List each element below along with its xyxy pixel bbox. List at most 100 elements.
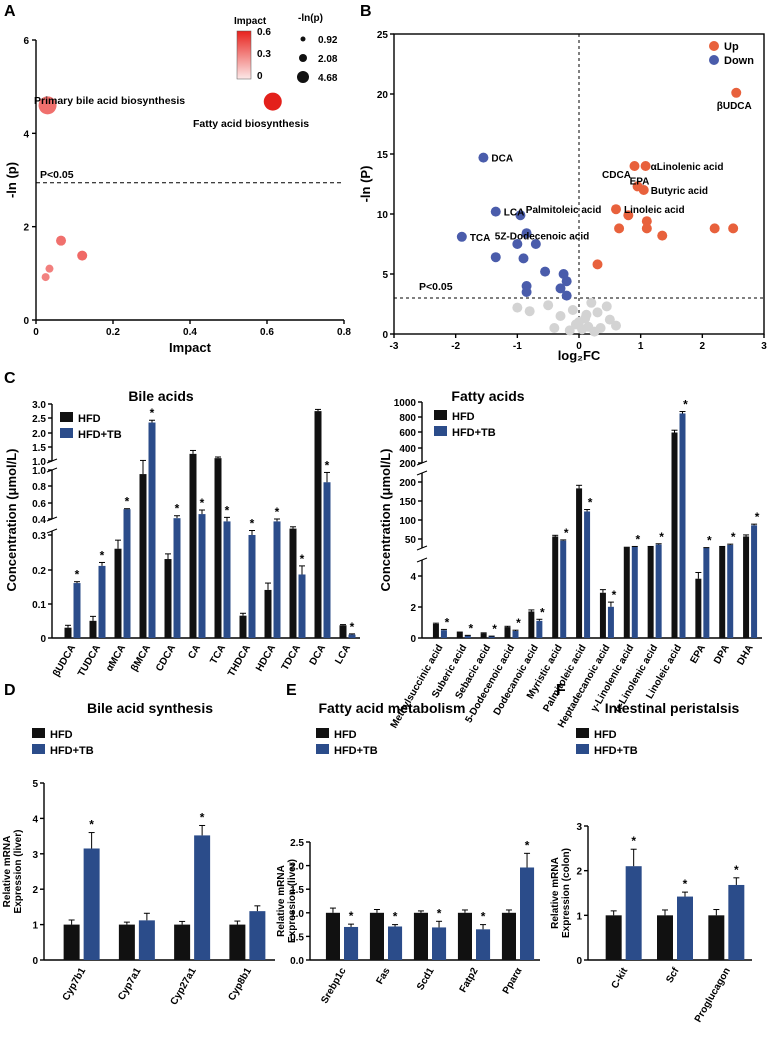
bar-hfd — [118, 924, 135, 960]
significance-star: * — [731, 530, 736, 544]
panel-label-f: F — [556, 682, 566, 699]
legend-up-dot — [709, 41, 719, 51]
y-tick-label: 0.3 — [32, 531, 46, 542]
point-label: αLinolenic acid — [651, 162, 724, 173]
bar-hfd — [289, 528, 297, 638]
chart-title: Bile acid synthesis — [87, 700, 213, 716]
y-tick-label: 200 — [399, 459, 416, 470]
significance-star: * — [300, 552, 305, 566]
bar-tb — [631, 546, 638, 638]
significance-star: * — [75, 568, 80, 582]
legend-tb-label: HFD+TB — [334, 745, 378, 757]
y-tick-label: 4 — [410, 572, 416, 583]
bar-tb — [655, 544, 662, 638]
y-tick-label: 0.2 — [32, 566, 46, 577]
legend-tb-label: HFD+TB — [78, 429, 122, 441]
legend-hfd-swatch — [576, 728, 589, 738]
up-point — [641, 223, 652, 234]
significance-star: * — [125, 495, 130, 509]
legend-size-value: 0.92 — [318, 35, 338, 46]
bar-tb — [223, 521, 231, 638]
bar-hfd — [89, 620, 97, 638]
down-point — [540, 266, 551, 277]
chart-c-bile-acids: 0 0.1 0.2 0.3 0.4 0.6 0.8 1.01.0 1.5 2.0 2.5 3.0 Bil… — [4, 388, 360, 679]
x-tick-label: 0 — [576, 341, 582, 352]
bar-hfd — [63, 924, 80, 960]
ns-point — [549, 323, 560, 333]
bar-hfd — [719, 546, 726, 638]
down-point — [512, 239, 523, 249]
y-tick-label: 400 — [399, 444, 416, 455]
significance-star: * — [635, 532, 640, 546]
chart-title: Fatty acids — [451, 388, 524, 404]
pathway-point — [38, 96, 57, 115]
y-axis-title: Expression (colon) — [561, 848, 572, 938]
y-tick-label: 2.5 — [290, 838, 304, 849]
bar-tb — [298, 574, 306, 638]
up-point — [728, 223, 739, 234]
category-label: αMCA — [104, 643, 128, 674]
x-tick-label: 0.2 — [106, 327, 120, 338]
down-point — [456, 231, 467, 242]
legend-tb-swatch — [434, 426, 447, 436]
panel-label-c: C — [4, 370, 16, 387]
category-label: CDCA — [154, 643, 178, 674]
significance-star: * — [100, 548, 105, 562]
legend-impact-title: Impact — [234, 16, 267, 27]
point-label: EPA — [630, 176, 650, 187]
bar-hfd — [552, 536, 559, 638]
y-tick-label: 20 — [377, 90, 389, 101]
axis-break — [416, 557, 428, 563]
bar-tb — [432, 927, 447, 960]
y-tick-label: 5 — [32, 779, 38, 790]
bar-hfd — [647, 546, 654, 638]
bar-tb — [625, 866, 642, 960]
y-tick-label: 1.0 — [32, 466, 46, 477]
up-point — [629, 161, 640, 171]
up-point — [731, 87, 742, 98]
bar-tb — [440, 630, 447, 638]
threshold-label: P<0.05 — [40, 169, 74, 181]
y-tick-label: 3 — [32, 850, 38, 861]
pathway-label: Fatty acid biosynthesis — [193, 118, 309, 130]
bar-hfd — [325, 912, 340, 960]
y-tick-label: 0 — [23, 316, 29, 327]
x-tick-label: 0 — [33, 327, 39, 338]
y-tick-label: 2.0 — [32, 429, 46, 440]
bar-hfd — [432, 623, 439, 638]
category-label: Fas — [374, 966, 392, 987]
y-tick-label: 800 — [399, 413, 416, 424]
y-tick-label: 0.0 — [290, 956, 304, 967]
legend-tb-swatch — [32, 744, 45, 754]
bar-tb — [728, 884, 745, 960]
bar-tb — [249, 911, 266, 960]
y-axis-title: Relative mRNA — [550, 857, 561, 929]
bar-hfd — [164, 559, 172, 638]
y-axis-title: -ln (P) — [358, 166, 373, 203]
bar-hfd — [456, 632, 463, 638]
bar-hfd — [457, 912, 472, 960]
significance-star: * — [755, 510, 760, 524]
y-tick-label: 0 — [32, 956, 38, 967]
pathway-point — [56, 235, 67, 246]
x-axis-title: Impact — [169, 340, 212, 355]
y-tick-label: 5 — [382, 270, 388, 281]
up-point — [638, 185, 649, 195]
legend-hfd-label: HFD — [78, 413, 101, 425]
ns-point — [581, 309, 592, 320]
y-tick-label: 2 — [576, 867, 582, 878]
point-label: LCA — [504, 208, 525, 219]
category-label: LCA — [333, 643, 353, 666]
significance-star: * — [445, 615, 450, 629]
bar-hfd — [264, 589, 272, 638]
significance-star: * — [525, 838, 530, 852]
ns-point — [574, 317, 584, 327]
y-axis-title: Relative mRNA — [276, 865, 287, 937]
bar-tb — [273, 521, 281, 638]
legend-hfd-label: HFD — [594, 729, 617, 741]
axis-break — [46, 528, 58, 534]
bar-tb — [83, 848, 100, 960]
ns-point — [611, 320, 621, 331]
bar-tb — [323, 482, 331, 638]
y-tick-label: 4 — [23, 129, 29, 140]
